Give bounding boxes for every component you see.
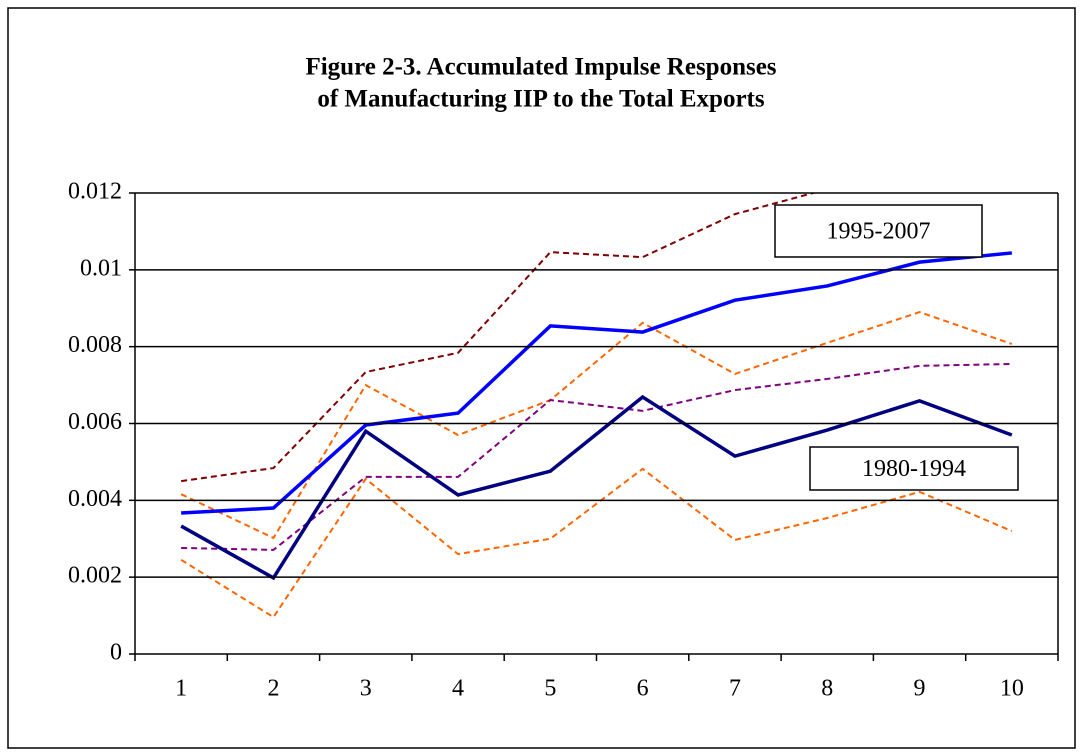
annotation-box	[774, 204, 983, 258]
plot-lines	[180, 193, 1013, 619]
series-line	[181, 251, 1013, 515]
x-tick-label: 10	[1000, 676, 1024, 702]
chart-title: Figure 2-3. Accumulated Impulse Response…	[305, 54, 776, 81]
chart-frame	[7, 7, 1076, 749]
annotation-box	[809, 446, 1019, 491]
series-line	[181, 362, 1012, 551]
x-tick-label: 6	[637, 676, 649, 702]
x-tick-label: 3	[360, 676, 372, 702]
y-tick-label: 0.012	[68, 179, 122, 205]
x-tick-label: 1	[175, 676, 187, 702]
x-tick-label: 2	[267, 676, 279, 702]
x-tick-label: 7	[729, 676, 741, 702]
series-line	[180, 467, 1013, 619]
y-tick-label: 0.004	[68, 486, 122, 512]
chart-title: of Manufacturing IIP to the Total Export…	[317, 86, 765, 113]
annotation: 1980-1994	[862, 456, 966, 482]
annotation: 1995-2007	[827, 219, 931, 245]
series-line	[180, 311, 1013, 540]
x-tick-label: 9	[914, 676, 926, 702]
y-tick-label: 0.006	[68, 409, 122, 435]
y-tick-label: 0.008	[68, 332, 122, 358]
series-line	[181, 193, 817, 483]
x-tick-label: 5	[544, 676, 556, 702]
y-tick-label: 0.01	[80, 255, 122, 281]
x-tick-label: 8	[821, 676, 833, 702]
y-tick-label: 0	[110, 640, 122, 666]
series-line	[180, 394, 1013, 581]
x-tick-label: 4	[452, 676, 464, 702]
y-tick-label: 0.002	[68, 563, 122, 589]
